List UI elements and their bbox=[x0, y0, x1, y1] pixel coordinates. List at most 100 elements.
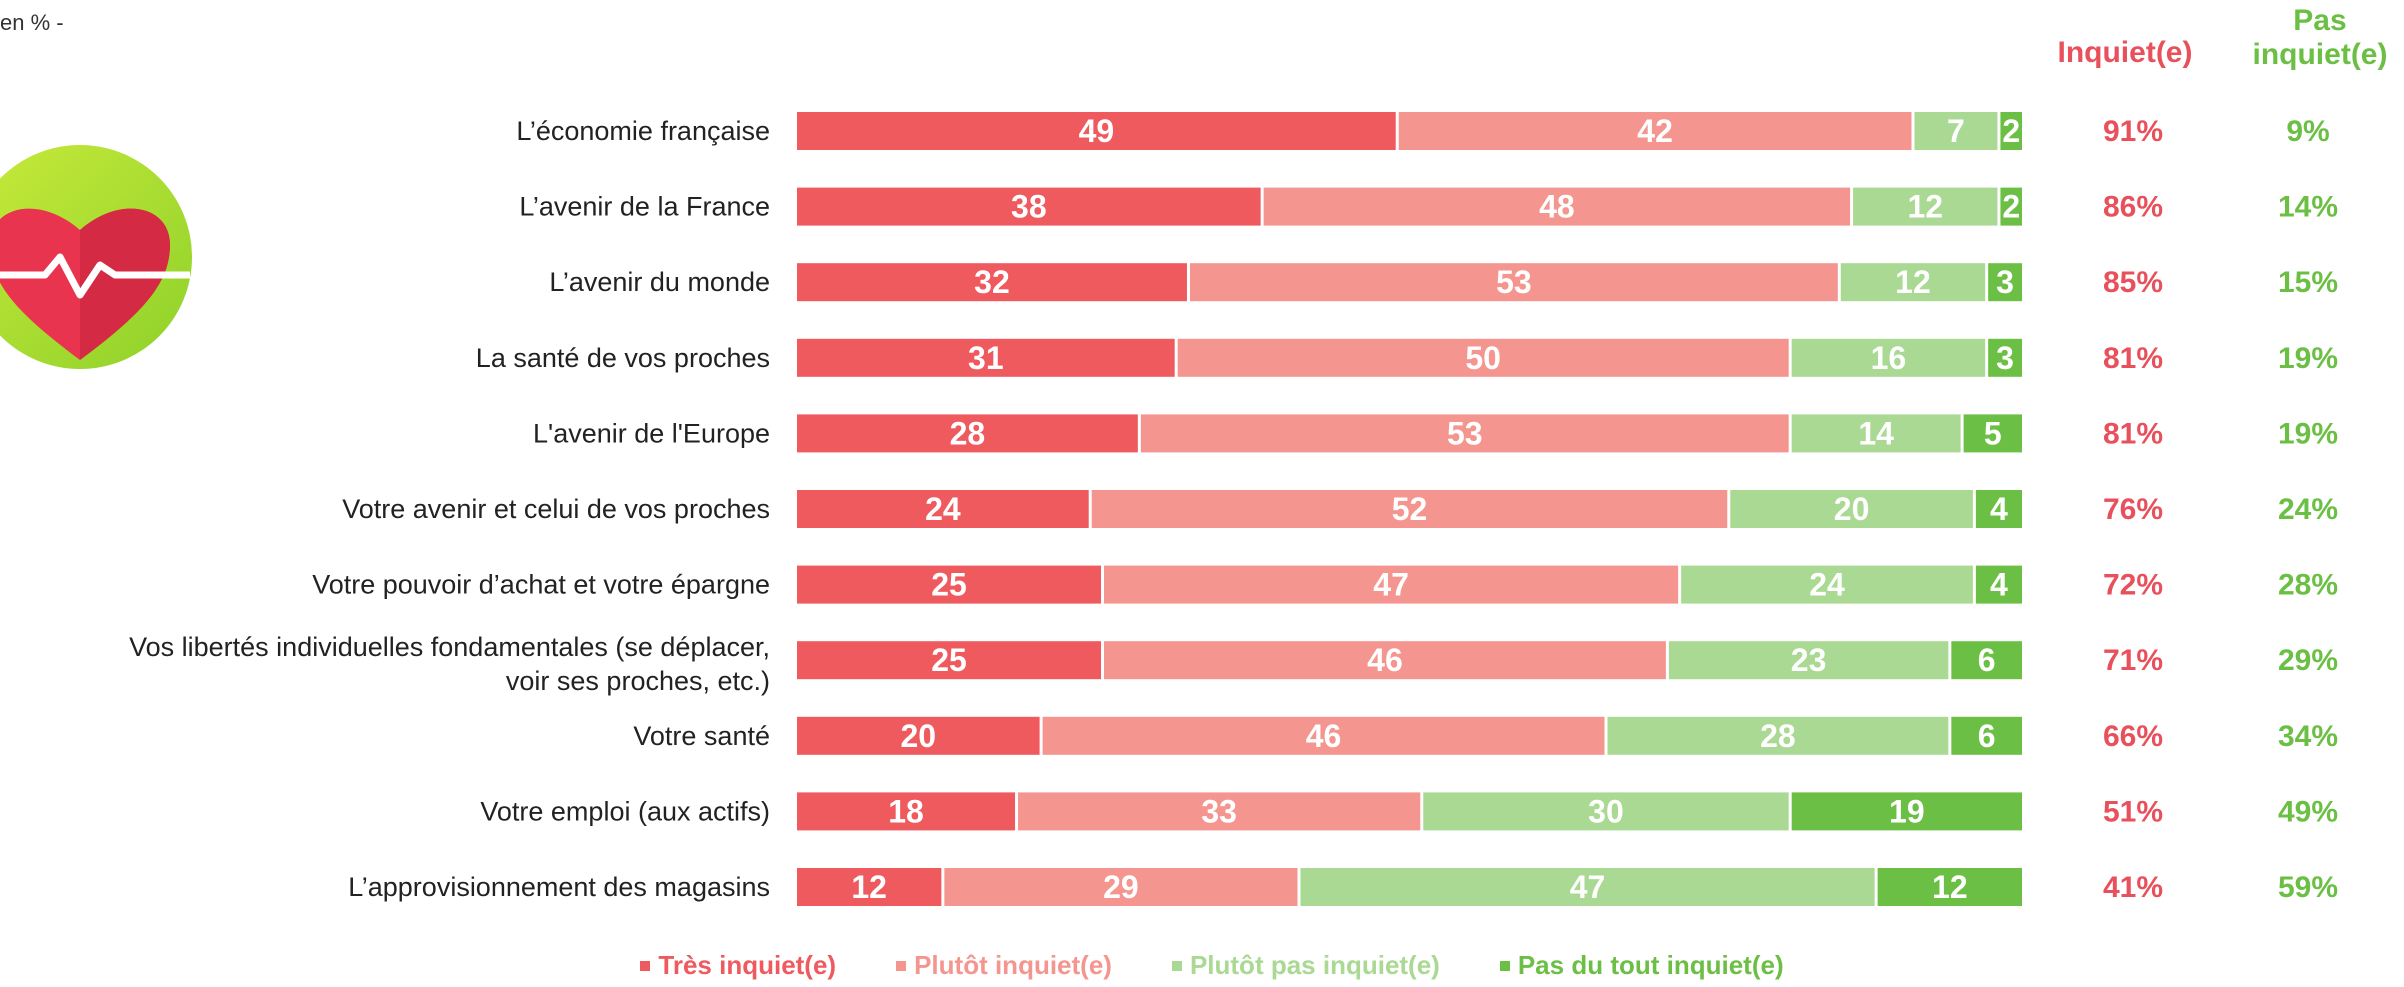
bar-value-label: 29 bbox=[1103, 869, 1139, 905]
bar-value-label: 53 bbox=[1447, 415, 1483, 451]
bar-value-label: 47 bbox=[1570, 869, 1606, 905]
total-pas-inquiet: 15% bbox=[2278, 266, 2338, 299]
bar-segment bbox=[797, 792, 1016, 831]
bar-value-label: 6 bbox=[1978, 718, 1996, 754]
bar-value-label: 25 bbox=[931, 567, 967, 603]
category-label: Votre emploi (aux actifs) bbox=[480, 796, 770, 826]
bar-segment bbox=[797, 263, 1187, 302]
bar-value-label: 4 bbox=[1990, 567, 2008, 603]
bar-segment bbox=[2000, 112, 2022, 150]
bar-value-label: 12 bbox=[1932, 869, 1968, 905]
bar-value-label: 38 bbox=[1011, 189, 1047, 225]
total-inquiet: 76% bbox=[2103, 493, 2163, 526]
total-pas-inquiet: 29% bbox=[2278, 644, 2338, 677]
legend-label: Très inquiet(e) bbox=[658, 950, 837, 980]
bar-segment bbox=[1398, 112, 1912, 150]
bar-value-label: 3 bbox=[1996, 264, 2014, 300]
bar-value-label: 12 bbox=[1895, 264, 1931, 300]
bar-value-label: 32 bbox=[974, 264, 1010, 300]
bar-segment bbox=[1975, 565, 2022, 604]
bar-segment bbox=[797, 716, 1040, 755]
total-pas-inquiet: 34% bbox=[2278, 720, 2338, 753]
bar-segment bbox=[797, 414, 1138, 453]
heart-icon bbox=[0, 145, 192, 369]
bar-value-label: 18 bbox=[888, 793, 924, 829]
bar-segment bbox=[1951, 641, 2022, 680]
header-inquiet: Inquiet(e) bbox=[2057, 36, 2193, 69]
bar-value-label: 16 bbox=[1871, 340, 1907, 376]
bar-segment bbox=[1877, 868, 2022, 906]
bar-segment bbox=[797, 490, 1089, 528]
category-label: L’avenir du monde bbox=[549, 267, 770, 297]
bar-segment bbox=[797, 187, 1261, 226]
category-label: L’avenir de la France bbox=[519, 192, 770, 222]
legend-swatch bbox=[896, 960, 907, 971]
bar-segment bbox=[1607, 716, 1949, 755]
bar-value-label: 24 bbox=[1809, 567, 1845, 603]
legend-item: Plutôt inquiet(e) bbox=[896, 950, 1112, 981]
bar-segment bbox=[1791, 338, 1986, 377]
bar-segment bbox=[797, 338, 1175, 377]
category-label: L’économie française bbox=[516, 116, 770, 146]
bar-segment bbox=[1791, 792, 2022, 831]
bar-segment bbox=[797, 641, 1101, 680]
bar-segment bbox=[1914, 112, 1998, 150]
bar-value-label: 7 bbox=[1947, 113, 1965, 149]
bar-segment bbox=[1300, 868, 1875, 906]
bar-value-label: 48 bbox=[1539, 189, 1575, 225]
bar-segment bbox=[1018, 792, 1421, 831]
total-pas-inquiet: 19% bbox=[2278, 417, 2338, 450]
bar-value-label: 2 bbox=[2002, 113, 2020, 149]
total-pas-inquiet: 14% bbox=[2278, 191, 2338, 224]
unit-note: en % - bbox=[0, 10, 64, 35]
bar-value-label: 19 bbox=[1889, 793, 1925, 829]
bar-value-label: 49 bbox=[1079, 113, 1115, 149]
stacked-bar-chart: L’économie française 49 42 7 2 91% 9%L’avenir … bbox=[129, 112, 2338, 906]
legend-label: Plutôt inquiet(e) bbox=[914, 950, 1112, 980]
category-label: Vos libertés individuelles fondamentales… bbox=[129, 632, 770, 696]
total-pas-inquiet: 59% bbox=[2278, 871, 2338, 904]
total-pas-inquiet: 24% bbox=[2278, 493, 2338, 526]
legend-label: Plutôt pas inquiet(e) bbox=[1189, 950, 1440, 980]
legend-item: Pas du tout inquiet(e) bbox=[1499, 950, 1784, 981]
total-inquiet: 66% bbox=[2103, 720, 2163, 753]
bar-segment bbox=[1853, 187, 1998, 226]
bar-segment bbox=[1263, 187, 1851, 226]
bar-value-label: 25 bbox=[931, 642, 967, 678]
bar-value-label: 24 bbox=[925, 491, 961, 527]
bar-value-label: 20 bbox=[901, 718, 937, 754]
bar-segment bbox=[1988, 338, 2022, 377]
bar-value-label: 33 bbox=[1201, 793, 1237, 829]
bar-value-label: 53 bbox=[1496, 264, 1532, 300]
total-inquiet: 81% bbox=[2103, 417, 2163, 450]
total-inquiet: 72% bbox=[2103, 569, 2163, 602]
bar-value-label: 52 bbox=[1392, 491, 1428, 527]
category-label: Votre avenir et celui de vos proches bbox=[342, 494, 770, 524]
bar-value-label: 23 bbox=[1791, 642, 1827, 678]
legend-swatch bbox=[640, 960, 651, 971]
bar-value-label: 3 bbox=[1996, 340, 2014, 376]
bar-value-label: 28 bbox=[950, 415, 986, 451]
category-label: L'avenir de l'Europe bbox=[533, 418, 770, 448]
bar-segment bbox=[1140, 414, 1789, 453]
bar-segment bbox=[2000, 187, 2022, 226]
bar-segment bbox=[797, 565, 1101, 604]
total-inquiet: 51% bbox=[2103, 795, 2163, 828]
legend-swatch bbox=[1171, 960, 1182, 971]
bar-value-label: 46 bbox=[1367, 642, 1403, 678]
total-inquiet: 91% bbox=[2103, 115, 2163, 148]
bar-segment bbox=[1042, 716, 1605, 755]
bar-segment bbox=[1791, 414, 1961, 453]
bar-segment bbox=[1988, 263, 2022, 302]
bar-segment bbox=[1104, 565, 1679, 604]
legend-swatch bbox=[1499, 960, 1510, 971]
category-label: Votre santé bbox=[633, 721, 770, 751]
legend-item: Plutôt pas inquiet(e) bbox=[1171, 950, 1440, 981]
bar-segment bbox=[1951, 716, 2022, 755]
bar-value-label: 2 bbox=[2002, 189, 2020, 225]
bar-value-label: 42 bbox=[1637, 113, 1673, 149]
total-pas-inquiet: 49% bbox=[2278, 795, 2338, 828]
total-pas-inquiet: 19% bbox=[2278, 342, 2338, 375]
bar-segment bbox=[1730, 490, 1973, 528]
bar-value-label: 28 bbox=[1760, 718, 1796, 754]
